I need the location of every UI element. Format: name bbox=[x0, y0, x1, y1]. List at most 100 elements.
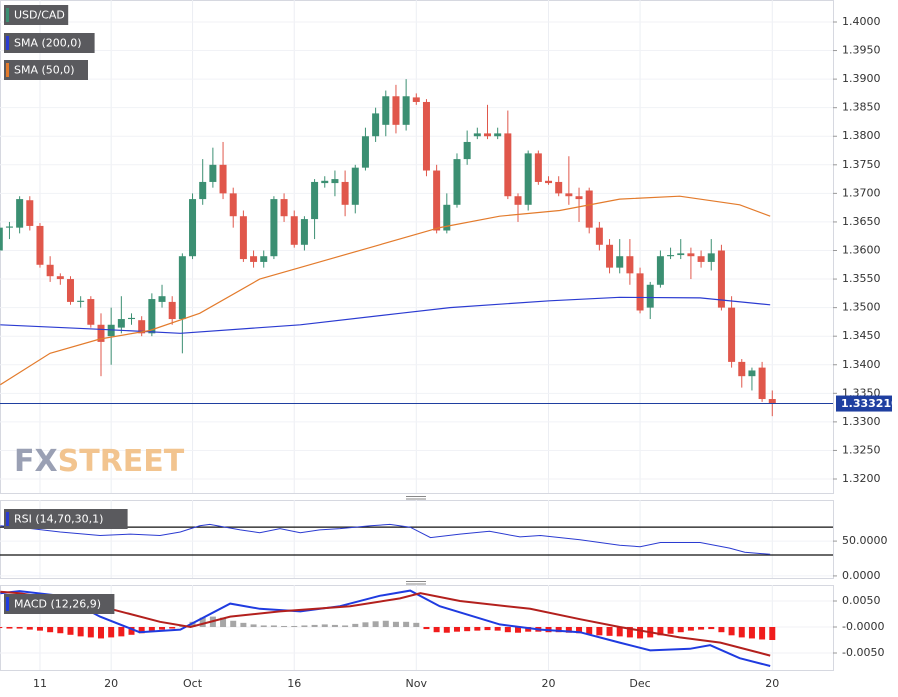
y-tick-label: 1.3900 bbox=[842, 72, 881, 85]
candle-body bbox=[16, 199, 24, 228]
candle-body bbox=[412, 97, 420, 102]
y-tick-label: -0.0050 bbox=[842, 646, 884, 659]
macd-histogram-bar bbox=[311, 624, 318, 628]
macd-histogram-bar bbox=[321, 624, 328, 628]
macd-histogram-bar bbox=[291, 625, 298, 628]
candle-body bbox=[26, 200, 34, 226]
candle-body bbox=[199, 181, 207, 200]
macd-histogram-bar bbox=[484, 627, 491, 631]
candle-body bbox=[728, 307, 736, 362]
signal-line bbox=[0, 590, 771, 657]
macd-histogram-bar bbox=[586, 627, 593, 635]
y-tick-label: 1.3750 bbox=[842, 158, 881, 171]
macd-histogram-bar bbox=[301, 625, 308, 628]
candle-body bbox=[239, 216, 247, 260]
candle-body bbox=[656, 256, 664, 285]
y-tick-label: 1.3300 bbox=[842, 415, 881, 428]
legend-label: USD/CAD bbox=[14, 9, 65, 22]
legend-label: RSI (14,70,30,1) bbox=[14, 513, 103, 526]
macd-histogram-bar bbox=[565, 627, 572, 633]
panel-resize-handle[interactable] bbox=[406, 581, 426, 585]
macd-histogram-bar bbox=[443, 627, 450, 633]
macd-histogram-bar bbox=[16, 627, 23, 629]
macd-histogram-bar bbox=[352, 623, 359, 628]
macd-histogram-bar bbox=[657, 627, 664, 636]
candle-body bbox=[56, 276, 64, 280]
macd-histogram-bar bbox=[738, 627, 745, 638]
macd-histogram-bar bbox=[392, 621, 399, 628]
candle-body bbox=[463, 141, 471, 160]
macd-histogram-bar bbox=[453, 627, 460, 632]
macd-histogram-bar bbox=[159, 627, 166, 630]
candle-body bbox=[565, 193, 573, 197]
macd-histogram-bar bbox=[342, 625, 349, 628]
candle-body bbox=[87, 299, 95, 325]
legend-swatch bbox=[6, 597, 9, 611]
legend-label: MACD (12,26,9) bbox=[14, 598, 101, 611]
candle-body bbox=[494, 133, 502, 137]
candle-body bbox=[483, 133, 491, 137]
candle-body bbox=[77, 300, 85, 302]
candle-body bbox=[606, 244, 614, 268]
y-tick-label: 1.3800 bbox=[842, 129, 881, 142]
y-tick-label: -0.0000 bbox=[842, 620, 884, 633]
y-tick-label: 1.3500 bbox=[842, 301, 881, 314]
candle-body bbox=[341, 181, 349, 205]
candle-body bbox=[768, 399, 776, 404]
candle-body bbox=[555, 181, 563, 194]
sma-line bbox=[0, 296, 771, 334]
macd-histogram-bar bbox=[596, 627, 603, 636]
candle-body bbox=[504, 133, 512, 197]
macd-histogram-bar bbox=[57, 627, 64, 634]
y-tick-label: 1.3650 bbox=[842, 215, 881, 228]
sma-line bbox=[0, 195, 771, 386]
macd-histogram-bar bbox=[6, 627, 13, 629]
y-tick-label: 0.0050 bbox=[842, 594, 881, 607]
legend-box bbox=[4, 509, 128, 529]
panel-resize-handle[interactable] bbox=[406, 496, 426, 500]
legend-label: SMA (200,0) bbox=[14, 37, 82, 50]
macd-histogram-bar bbox=[138, 627, 145, 634]
candle-body bbox=[0, 227, 3, 251]
x-tick-label: 20 bbox=[542, 677, 556, 690]
macd-histogram-bar bbox=[677, 627, 684, 633]
candle-body bbox=[402, 96, 410, 125]
x-tick-label: Oct bbox=[183, 677, 203, 690]
watermark-part: FX bbox=[14, 444, 58, 479]
macd-histogram-bar bbox=[108, 627, 115, 638]
macd-histogram-bar bbox=[189, 621, 196, 628]
macd-histogram-bar bbox=[240, 622, 247, 628]
candle-body bbox=[697, 256, 705, 262]
macd-histogram-bar bbox=[67, 627, 74, 635]
macd-line bbox=[0, 589, 771, 667]
candle-body bbox=[97, 324, 105, 342]
candle-body bbox=[534, 153, 542, 182]
macd-histogram-bar bbox=[555, 627, 562, 633]
candle-body bbox=[168, 301, 176, 320]
macd-histogram-bar bbox=[667, 627, 674, 634]
macd-histogram-bar bbox=[433, 627, 440, 633]
candle-body bbox=[117, 319, 125, 328]
candle-body bbox=[748, 370, 756, 377]
macd-histogram-bar bbox=[759, 627, 766, 640]
last-price-label: 1.333210 bbox=[841, 397, 898, 410]
macd-histogram-bar bbox=[118, 627, 125, 637]
y-tick-label: 1.3200 bbox=[842, 472, 881, 485]
legend-entry: RSI (14,70,30,1) bbox=[4, 509, 128, 529]
candle-body bbox=[46, 264, 54, 277]
macd-histogram-bar bbox=[606, 627, 613, 636]
macd-histogram-bar bbox=[616, 627, 623, 637]
candle-body bbox=[595, 227, 603, 245]
candle-body bbox=[514, 196, 522, 205]
y-tick-label: 1.4000 bbox=[842, 15, 881, 28]
candle-body bbox=[189, 199, 197, 257]
macd-histogram-bar bbox=[698, 627, 705, 630]
macd-histogram-bar bbox=[362, 622, 369, 628]
candle-body bbox=[148, 299, 156, 334]
macd-histogram-bar bbox=[0, 627, 3, 629]
candle-body bbox=[738, 361, 746, 377]
y-tick-label: 1.3950 bbox=[842, 44, 881, 57]
last-price-box bbox=[836, 395, 892, 412]
candle-body bbox=[5, 226, 13, 228]
legend-box bbox=[4, 33, 95, 53]
